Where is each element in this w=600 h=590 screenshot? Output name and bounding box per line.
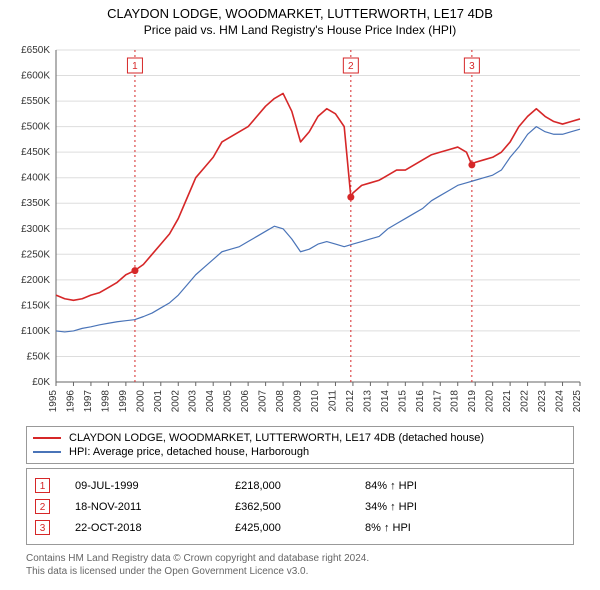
- svg-text:£100K: £100K: [21, 326, 50, 337]
- event-pct: 8% ↑ HPI: [365, 522, 495, 534]
- event-row: 3 22-OCT-2018 £425,000 8% ↑ HPI: [35, 517, 565, 538]
- svg-text:£600K: £600K: [21, 71, 50, 82]
- svg-text:1997: 1997: [83, 390, 94, 413]
- event-marker-3: 3: [35, 520, 50, 535]
- svg-text:2002: 2002: [170, 390, 181, 413]
- svg-text:2023: 2023: [537, 390, 548, 413]
- legend-swatch-hpi: [33, 451, 61, 453]
- event-price: £362,500: [235, 501, 365, 513]
- event-pct: 84% ↑ HPI: [365, 480, 495, 492]
- footer-line-2: This data is licensed under the Open Gov…: [26, 565, 574, 578]
- event-marker-1: 1: [35, 478, 50, 493]
- svg-text:£200K: £200K: [21, 275, 50, 286]
- svg-text:2019: 2019: [467, 390, 478, 413]
- svg-text:2014: 2014: [380, 390, 391, 413]
- legend-swatch-claydon: [33, 437, 61, 439]
- svg-text:£500K: £500K: [21, 122, 50, 133]
- svg-text:£400K: £400K: [21, 173, 50, 184]
- svg-text:2025: 2025: [572, 390, 583, 413]
- svg-text:2012: 2012: [345, 390, 356, 413]
- event-marker-2: 2: [35, 499, 50, 514]
- event-price: £425,000: [235, 522, 365, 534]
- event-pct: 34% ↑ HPI: [365, 501, 495, 513]
- svg-text:£350K: £350K: [21, 198, 50, 209]
- svg-text:2022: 2022: [520, 390, 531, 413]
- svg-text:2008: 2008: [275, 390, 286, 413]
- svg-text:2024: 2024: [555, 390, 566, 413]
- svg-text:2006: 2006: [240, 390, 251, 413]
- event-date: 18-NOV-2011: [75, 501, 235, 513]
- svg-text:2005: 2005: [223, 390, 234, 413]
- svg-text:2015: 2015: [397, 390, 408, 413]
- legend-label-hpi: HPI: Average price, detached house, Harb…: [69, 446, 309, 458]
- svg-text:3: 3: [469, 61, 475, 72]
- svg-text:1: 1: [132, 61, 138, 72]
- legend-label-claydon: CLAYDON LODGE, WOODMARKET, LUTTERWORTH, …: [69, 432, 484, 444]
- svg-text:2013: 2013: [362, 390, 373, 413]
- svg-text:2021: 2021: [502, 390, 513, 413]
- svg-text:2016: 2016: [415, 390, 426, 413]
- svg-text:2020: 2020: [485, 390, 496, 413]
- svg-text:2007: 2007: [258, 390, 269, 413]
- svg-text:2003: 2003: [188, 390, 199, 413]
- svg-text:£550K: £550K: [21, 96, 50, 107]
- svg-text:1995: 1995: [48, 390, 59, 413]
- event-row: 1 09-JUL-1999 £218,000 84% ↑ HPI: [35, 475, 565, 496]
- chart-title: CLAYDON LODGE, WOODMARKET, LUTTERWORTH, …: [0, 0, 600, 21]
- svg-text:£650K: £650K: [21, 45, 50, 56]
- svg-text:2009: 2009: [293, 390, 304, 413]
- events-table: 1 09-JUL-1999 £218,000 84% ↑ HPI 2 18-NO…: [26, 468, 574, 545]
- svg-text:£250K: £250K: [21, 249, 50, 260]
- svg-text:1998: 1998: [100, 390, 111, 413]
- svg-text:1999: 1999: [118, 390, 129, 413]
- legend: CLAYDON LODGE, WOODMARKET, LUTTERWORTH, …: [26, 426, 574, 464]
- svg-text:£150K: £150K: [21, 300, 50, 311]
- svg-text:2017: 2017: [432, 390, 443, 413]
- svg-text:2001: 2001: [153, 390, 164, 413]
- footer-attribution: Contains HM Land Registry data © Crown c…: [26, 552, 574, 578]
- svg-text:2018: 2018: [450, 390, 461, 413]
- chart-container: CLAYDON LODGE, WOODMARKET, LUTTERWORTH, …: [0, 0, 600, 590]
- legend-item-claydon: CLAYDON LODGE, WOODMARKET, LUTTERWORTH, …: [33, 431, 567, 445]
- footer-line-1: Contains HM Land Registry data © Crown c…: [26, 552, 574, 565]
- event-price: £218,000: [235, 480, 365, 492]
- chart-subtitle: Price paid vs. HM Land Registry's House …: [0, 21, 600, 37]
- svg-text:2011: 2011: [327, 390, 338, 412]
- svg-text:2000: 2000: [135, 390, 146, 413]
- svg-text:£0K: £0K: [32, 377, 50, 388]
- legend-item-hpi: HPI: Average price, detached house, Harb…: [33, 445, 567, 459]
- event-row: 2 18-NOV-2011 £362,500 34% ↑ HPI: [35, 496, 565, 517]
- line-chart: £0K £50K £100K £150K £200K £250K £300K £350K £40…: [10, 44, 590, 414]
- svg-text:£450K: £450K: [21, 147, 50, 158]
- svg-text:£300K: £300K: [21, 224, 50, 235]
- svg-text:1996: 1996: [65, 390, 76, 413]
- svg-text:2: 2: [348, 61, 354, 72]
- svg-text:£50K: £50K: [27, 351, 51, 362]
- svg-text:2004: 2004: [205, 390, 216, 413]
- event-date: 22-OCT-2018: [75, 522, 235, 534]
- event-date: 09-JUL-1999: [75, 480, 235, 492]
- svg-text:2010: 2010: [310, 390, 321, 413]
